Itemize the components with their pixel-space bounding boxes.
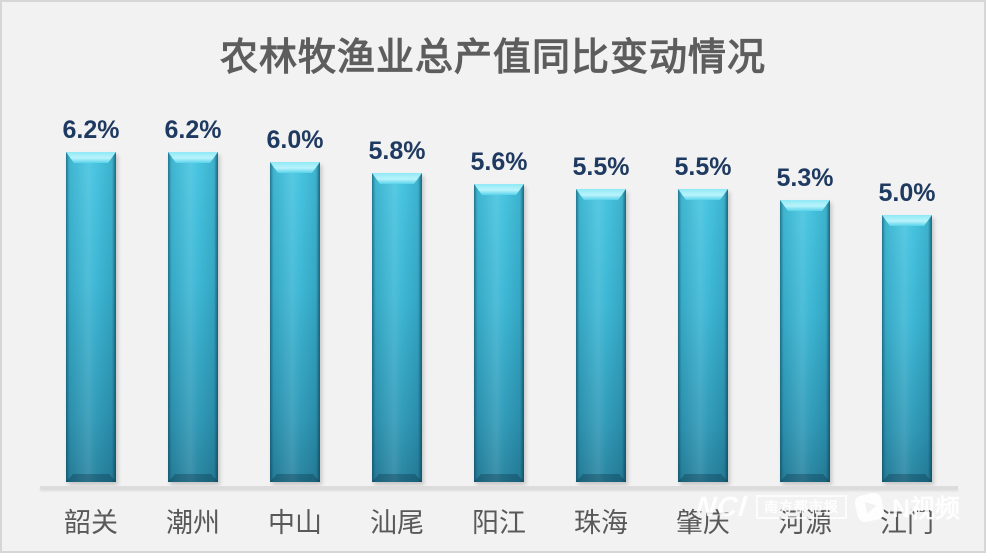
bar [780,200,830,482]
bar-value-label: 6.2% [62,116,120,144]
bar-column: 5.6% [448,148,550,482]
newspaper-badge: 南方都市报 [755,494,847,520]
bar [372,173,422,482]
bar [474,184,524,482]
n-video-label: N视频 [891,495,960,523]
bar-value-label: 5.5% [674,153,732,181]
watermark: NCl 南方都市报 N视频 [694,489,960,525]
category-label: 潮州 [166,508,220,538]
category-label: 珠海 [574,508,628,538]
bar [576,189,626,482]
x-axis-line [40,486,958,489]
category-label: 肇庆 [676,508,730,538]
bar [882,215,932,482]
bar-value-label: 5.0% [878,179,936,207]
bar-value-label: 6.0% [266,126,324,154]
category-label: 韶关 [64,508,118,538]
category-label: 阳江 [472,508,526,538]
category-label: 河源 [778,508,832,538]
play-icon [853,490,886,524]
bar [66,152,116,482]
category-label: 中山 [268,508,322,538]
bar-value-label: 5.3% [776,164,834,192]
category-label: 汕尾 [370,508,424,538]
chart-title: 农林牧渔业总产值同比变动情况 [219,37,766,79]
bar-column: 5.8% [346,137,448,482]
bar-value-label: 5.5% [572,153,630,181]
bar-column: 6.0% [244,126,346,482]
categories-row: 韶关 潮州 中山 汕尾 阳江 珠海 肇庆 河源 江门 [40,501,958,540]
bar-value-label: 5.6% [470,148,528,176]
bars-row: 6.2% 6.2% 6.0% 5.8% 5.6% 5.5% 5.5% 5.3% 5.0% [40,116,958,482]
bar [270,162,320,482]
category-label: 江门 [880,508,934,538]
bar-column: 6.2% [142,116,244,482]
bar-column: 5.0% [856,179,958,482]
bar [678,189,728,482]
bar [168,152,218,482]
bar-column: 6.2% [40,116,142,482]
ncl-logo: NCl [694,491,749,522]
bar-value-label: 5.8% [368,137,426,165]
bar-column: 5.5% [652,153,754,482]
bar-column: 5.5% [550,153,652,482]
bar-value-label: 6.2% [164,116,222,144]
bar-column: 5.3% [754,164,856,482]
